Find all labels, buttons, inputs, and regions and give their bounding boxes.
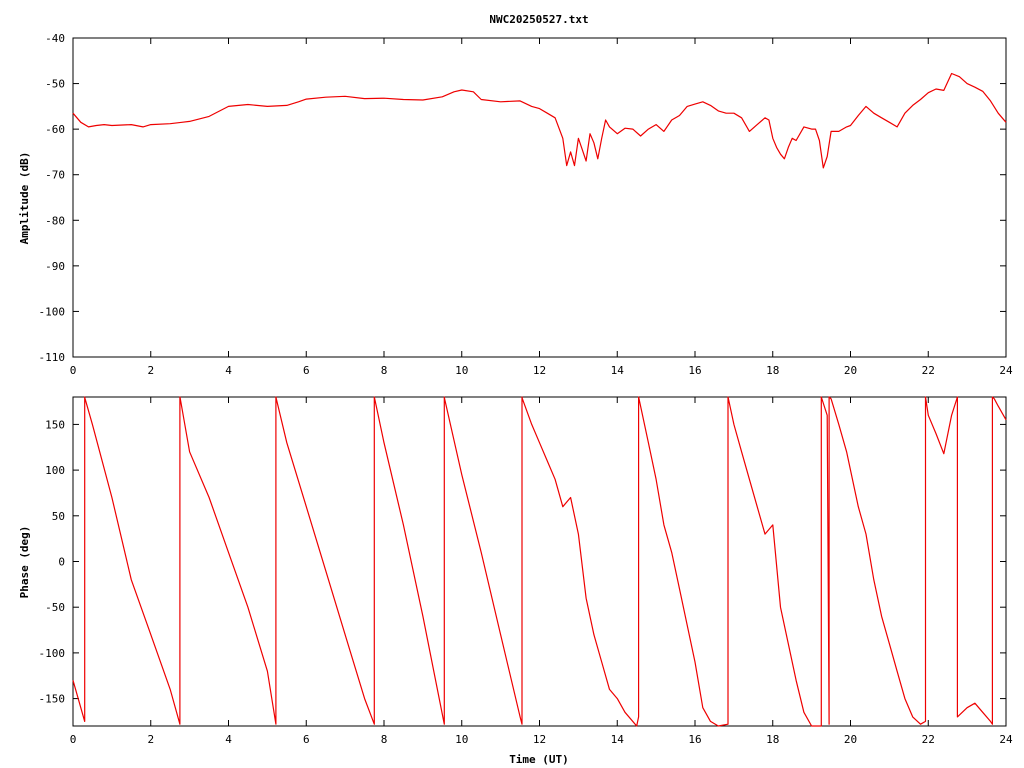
phase-y-tick-label: -100 xyxy=(39,647,66,660)
phase-y-tick-label: -50 xyxy=(45,601,65,614)
amplitude-y-tick-label: -50 xyxy=(45,78,65,91)
phase-x-tick-label: 20 xyxy=(844,733,857,746)
amplitude-x-tick-label: 20 xyxy=(844,364,857,377)
amplitude-x-tick-label: 4 xyxy=(225,364,232,377)
amplitude-x-tick-label: 2 xyxy=(147,364,154,377)
phase-x-tick-label: 10 xyxy=(455,733,468,746)
phase-y-tick-label: 50 xyxy=(52,510,65,523)
amplitude-y-ticks: -40 -50 -60 -70 -80 -90 -100 -110 xyxy=(39,32,1006,364)
phase-x-tick-label: 0 xyxy=(70,733,77,746)
amplitude-x-tick-label: 22 xyxy=(922,364,935,377)
amplitude-x-tick-label: 10 xyxy=(455,364,468,377)
phase-panel: 0 2 4 6 8 10 12 14 16 18 20 22 24 150100500-50-100-1… xyxy=(18,396,1013,766)
amplitude-y-tick-label: -60 xyxy=(45,123,65,136)
amplitude-x-tick-label: 8 xyxy=(381,364,388,377)
amplitude-x-ticks: 0 2 4 6 8 10 12 14 16 18 20 22 24 xyxy=(70,38,1013,377)
phase-y-tick-label: -150 xyxy=(39,693,66,706)
phase-y-tick-label: 0 xyxy=(58,556,65,569)
phase-x-tick-label: 2 xyxy=(147,733,154,746)
amplitude-y-tick-label: -70 xyxy=(45,169,65,182)
phase-x-tick-label: 12 xyxy=(533,733,546,746)
phase-y-tick-label: 150 xyxy=(45,418,65,431)
phase-series xyxy=(72,396,1007,727)
chart-title: NWC20250527.txt xyxy=(489,13,588,26)
amplitude-x-tick-label: 24 xyxy=(999,364,1013,377)
amplitude-x-tick-label: 16 xyxy=(688,364,701,377)
amplitude-plot-frame xyxy=(72,37,1007,358)
phase-plot-frame xyxy=(72,396,1007,727)
amplitude-series-line xyxy=(72,72,1007,169)
phase-y-ticks: 150 100 50 0 -50 -100 -150 xyxy=(39,418,1006,706)
amplitude-panel: 0 2 4 6 8 10 12 14 16 18 20 22 24 -40-50-60-70-80-90… xyxy=(18,32,1013,377)
amplitude-x-tick-label: 12 xyxy=(533,364,546,377)
phase-x-tick-label: 24 xyxy=(999,733,1013,746)
amplitude-y-tick-label: -40 xyxy=(45,32,65,45)
phase-series-line xyxy=(72,396,1007,727)
amplitude-x-tick-label: 0 xyxy=(70,364,77,377)
amplitude-x-tick-label: 6 xyxy=(303,364,310,377)
amplitude-series xyxy=(72,72,1007,169)
phase-x-tick-label: 14 xyxy=(611,733,625,746)
amplitude-y-tick-label: -80 xyxy=(45,214,65,227)
amplitude-y-tick-label: -90 xyxy=(45,260,65,273)
amplitude-y-tick-label: -110 xyxy=(39,351,66,364)
phase-ylabel: Phase (deg) xyxy=(18,526,31,599)
amplitude-x-tick-label: 18 xyxy=(766,364,779,377)
phase-x-tick-label: 18 xyxy=(766,733,779,746)
phase-x-tick-label: 22 xyxy=(922,733,935,746)
phase-y-tick-label: 100 xyxy=(45,464,65,477)
phase-x-tick-label: 8 xyxy=(381,733,388,746)
phase-x-tick-label: 6 xyxy=(303,733,310,746)
phase-x-ticks: 0 2 4 6 8 10 12 14 16 18 20 22 24 xyxy=(70,397,1013,746)
amplitude-y-tick-label: -100 xyxy=(39,305,66,318)
amplitude-ylabel: Amplitude (dB) xyxy=(18,152,31,245)
phase-xlabel: Time (UT) xyxy=(509,753,569,766)
phase-x-tick-label: 16 xyxy=(688,733,701,746)
amplitude-x-tick-label: 14 xyxy=(611,364,625,377)
phase-x-tick-label: 4 xyxy=(225,733,232,746)
